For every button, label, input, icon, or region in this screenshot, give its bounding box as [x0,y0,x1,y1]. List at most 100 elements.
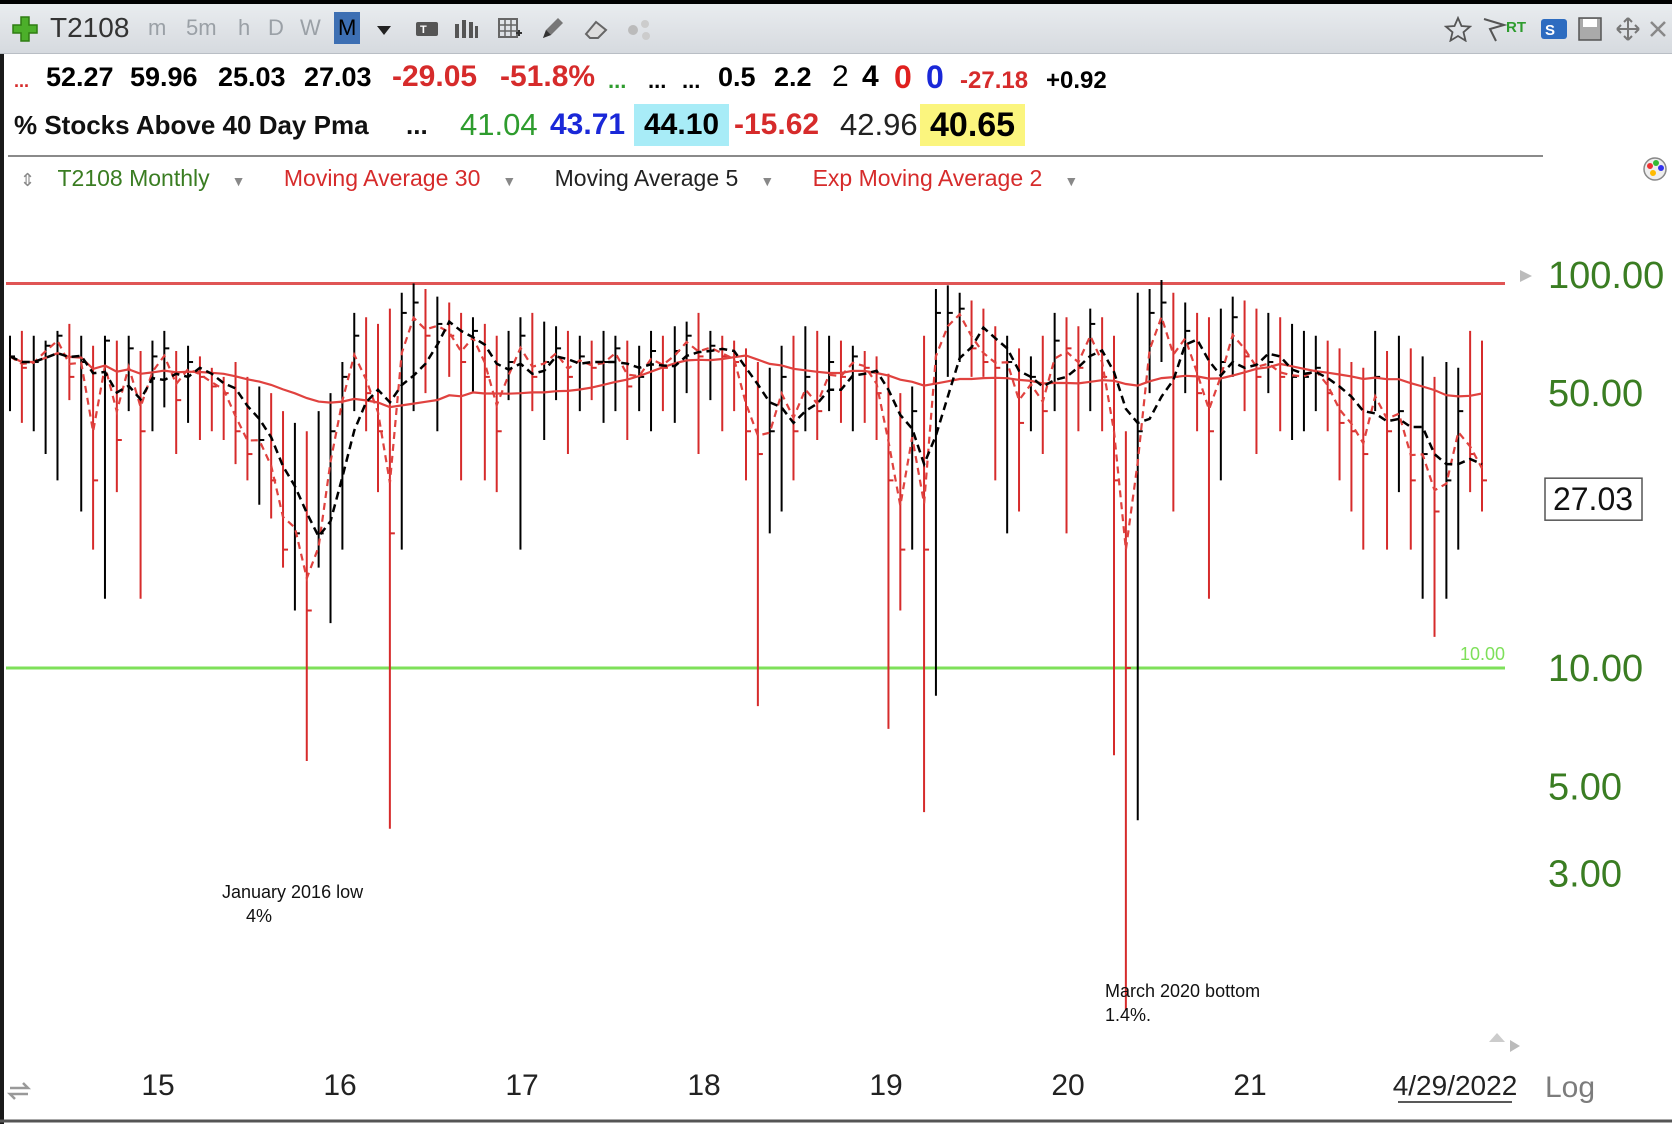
last-price-box [1544,477,1643,521]
close-icon[interactable] [1648,16,1668,42]
quote2-plain-value: 42.96 [840,107,918,142]
annotation-march-2020-bottom: March 2020 bottom [1105,981,1260,1001]
y-tick-label: 3.00 [1548,854,1622,896]
move-arrows-icon[interactable] [1614,16,1642,42]
moving-average-5-line[interactable] [9,319,1483,539]
quote-row-1: ... 52.27 59.96 25.03 27.03 -29.05 -51.8… [0,56,1672,102]
last-price-label: 27.03 [1553,481,1633,517]
x-tick-label: 21 [1233,1069,1266,1102]
legend-ema2-label: Exp Moving Average 2 [812,165,1043,191]
moving-average-30-line[interactable] [9,352,1483,409]
realtime-label[interactable]: RT [1506,19,1526,36]
annotation-march-2020-bottom-value: 1.4%. [1105,1005,1151,1025]
quote2-cyan-value: 44.10 [634,104,730,146]
settings-dots-icon[interactable] [626,16,654,42]
svg-text:S: S [1545,22,1555,39]
price-axis: 100.00 50.00 10.00 5.00 3.00 27.03 [1489,255,1664,1052]
timeframe-h[interactable]: h [238,15,251,40]
quote-green-dots: ... [608,68,627,93]
timeframe-d[interactable]: D [268,15,284,40]
window-left-border [0,0,4,1124]
quote-value-2: 2.2 [774,62,812,92]
x-tick-label: 15 [141,1069,174,1102]
quote-value-3: 2 [832,60,849,93]
draw-pencil-icon[interactable] [538,16,566,42]
quote2-red-value: -15.62 [734,108,820,141]
scale-mode-log: Log [1545,1071,1595,1104]
quote-change: -29.05 [392,60,478,93]
timeframe-m[interactable]: m [148,15,167,40]
quote-last: 27.03 [304,62,372,92]
x-tick-label: 17 [505,1069,538,1102]
timeframe-5m[interactable]: 5m [186,15,217,40]
annotation-january-2016-low: January 2016 low [222,882,364,902]
legend-ema2[interactable]: Exp Moving Average 2 ▼ [813,165,1095,192]
quote-value-6: 0 [926,59,944,95]
chart-area[interactable]: 10.00 January 2016 low 4% March 2020 bottom… [0,200,1672,1124]
quote-row-2: % Stocks Above 40 Day Pma ... 41.04 43.7… [0,104,1672,150]
eraser-icon[interactable] [582,16,610,42]
chart-type-icon[interactable]: T [414,16,442,42]
legend-main-label: T2108 Monthly [57,165,210,191]
quote-dots-1: ... [648,68,667,93]
svg-text:T: T [420,24,427,36]
legend-main[interactable]: ⇕ T2108 Monthly ▼ [20,165,246,191]
palette-icon[interactable] [1642,156,1668,182]
plot-region: 10.00 January 2016 low 4% March 2020 bottom… [6,279,1505,1025]
quote-value-8: +0.92 [1046,67,1107,94]
x-tick-label: 19 [869,1069,902,1102]
y-tick-label: 100.00 [1548,255,1664,297]
indicator-legend: ⇕ T2108 Monthly ▼ Moving Average 30 ▼ Movi… [20,165,1110,199]
timeframe-w[interactable]: W [300,15,321,40]
scroll-left-arrow-icon[interactable] [1520,270,1532,282]
symbol-label[interactable]: T2108 [50,12,130,43]
y-tick-label: 50.00 [1548,373,1643,415]
x-tick-label: 20 [1051,1069,1084,1102]
legend-ema2-dropdown-icon[interactable]: ▼ [1064,173,1079,189]
quote-value-5: 0 [894,59,912,95]
quote-value-7: -27.18 [960,67,1029,94]
quote-open: 52.27 [46,62,114,92]
save-icon[interactable] [1576,16,1604,42]
quote-lead-dots: ... [14,71,30,91]
legend-main-dropdown-icon[interactable]: ▼ [231,173,246,189]
legend-ma5-dropdown-icon[interactable]: ▼ [760,173,775,189]
sync-arrows-icon[interactable] [6,1082,32,1100]
annotation-january-2016-low-value: 4% [246,906,272,926]
quote-change-pct: -51.8% [500,60,596,93]
legend-ma5-label: Moving Average 5 [554,165,739,191]
instrument-name: % Stocks Above 40 Day Pma [14,110,369,140]
quote2-dots: ... [406,110,428,140]
add-plus-icon[interactable] [10,14,40,44]
exp-moving-average-2-line[interactable] [9,312,1483,582]
legend-ma30[interactable]: Moving Average 30 ▼ [284,165,532,192]
hline-label-10: 10.00 [1460,644,1505,664]
timeframe-dropdown-icon[interactable] [376,24,392,36]
quote-low: 25.03 [218,62,286,92]
y-tick-label: 10.00 [1548,648,1643,690]
quote2-blue-value: 43.71 [550,108,626,141]
quote2-bid: 41.04 [460,107,538,142]
favorite-star-icon[interactable] [1444,16,1472,42]
y-tick-label: 5.00 [1548,766,1622,808]
bar-chart-icon[interactable] [452,16,480,42]
header-separator [8,155,1543,157]
sync-s-icon[interactable]: S [1540,16,1568,42]
quote-dots-2: ... [682,68,701,93]
scroll-up-arrow-icon[interactable] [1489,1033,1505,1042]
flag-icon[interactable] [1480,16,1508,42]
quote-value-1: 0.5 [718,62,756,92]
legend-ma5[interactable]: Moving Average 5 ▼ [555,165,791,192]
chart-toolbar: T2108 m 5m h D W M T RT S [0,0,1672,54]
legend-ma30-label: Moving Average 30 [283,165,481,191]
quote-high: 59.96 [130,62,198,92]
quote2-yellow-value: 40.65 [920,104,1026,146]
timeframe-monthly-active[interactable]: M [334,12,361,44]
x-last-date-label: 4/29/2022 [1393,1070,1518,1101]
x-tick-label: 16 [323,1069,356,1102]
scroll-arrow-icon[interactable] [1510,1040,1520,1052]
grid-settings-icon[interactable] [496,16,524,42]
legend-ma30-dropdown-icon[interactable]: ▼ [502,173,517,189]
quote-value-4: 4 [862,60,879,93]
x-tick-label: 18 [687,1069,720,1102]
